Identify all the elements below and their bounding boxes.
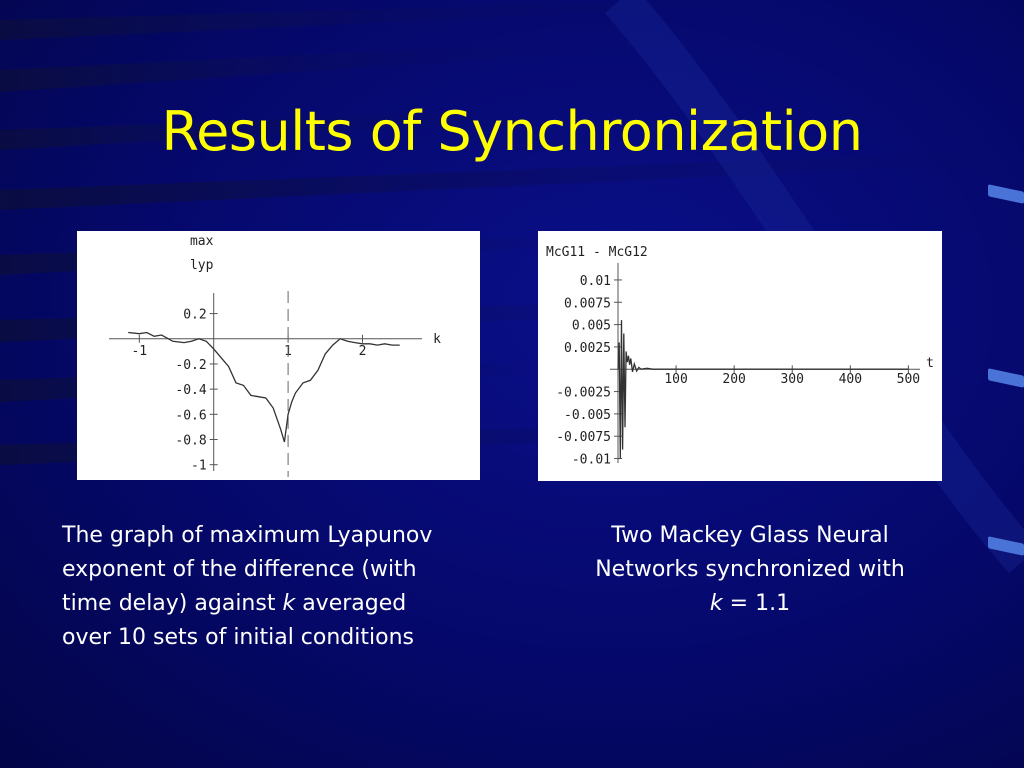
y-tick-label: -1	[191, 459, 207, 474]
mackey-glass-chart-panel: 100 200 300 400 500 0.01 0.0075 0.005 0.0025 -0.0…	[538, 231, 942, 481]
y-axis-label-line1: max	[190, 234, 214, 249]
series-line	[128, 331, 400, 443]
y-tick-label: 0.0075	[564, 296, 611, 311]
y-tick-label: 0.0025	[564, 341, 611, 356]
y-tick-label: -0.8	[175, 434, 206, 449]
x-tick-label: 500	[897, 372, 920, 387]
mackey-glass-chart: 100 200 300 400 500 0.01 0.0075 0.005 0.0025 -0.0…	[546, 245, 934, 468]
y-tick-label: -0.0025	[556, 386, 611, 401]
x-axis-label: t	[926, 356, 934, 371]
right-caption: Two Mackey Glass Neural Networks synchro…	[560, 519, 940, 621]
x-tick-label: 300	[780, 372, 803, 387]
x-tick-label: 200	[722, 372, 745, 387]
y-tick-label: 0.01	[580, 274, 611, 289]
y-tick-label: 0.005	[572, 319, 611, 334]
right-caption-line: Networks synchronized with	[595, 557, 905, 582]
series-line	[617, 320, 909, 459]
caption-k-symbol: k	[282, 591, 296, 616]
caption-text: = 1.1	[722, 591, 791, 616]
y-tick-label: -0.0075	[556, 430, 611, 445]
x-axis-label: k	[433, 332, 441, 347]
y-tick-label: -0.01	[572, 453, 611, 468]
x-tick-label: 100	[664, 372, 687, 387]
chart-title: McG11 - McG12	[546, 245, 648, 260]
caption-text: averaged	[295, 591, 407, 616]
y-tick-label: -0.4	[175, 383, 206, 398]
y-tick-label: -0.2	[175, 358, 206, 373]
right-caption-line: k = 1.1	[560, 587, 940, 621]
caption-k-symbol: k	[709, 591, 723, 616]
left-caption: The graph of maximum Lyapunov exponent o…	[62, 519, 522, 655]
left-caption-line: The graph of maximum Lyapunov	[62, 523, 433, 548]
y-tick-label: -0.6	[175, 408, 206, 423]
x-tick-label: -1	[131, 344, 147, 359]
y-axis-label-line2: lyp	[190, 258, 214, 273]
x-tick-label: 400	[839, 372, 862, 387]
x-tick-label: 2	[359, 344, 367, 359]
left-caption-line: over 10 sets of initial conditions	[62, 625, 414, 650]
y-tick-label: 0.2	[183, 308, 206, 323]
left-caption-line: exponent of the difference (with	[62, 557, 417, 582]
caption-text: time delay) against	[62, 591, 283, 616]
y-tick-label: -0.005	[564, 408, 611, 423]
right-caption-line: Two Mackey Glass Neural	[611, 523, 889, 548]
slide-title: Results of Synchronization	[161, 100, 863, 163]
left-caption-line: time delay) against k averaged	[62, 587, 522, 621]
